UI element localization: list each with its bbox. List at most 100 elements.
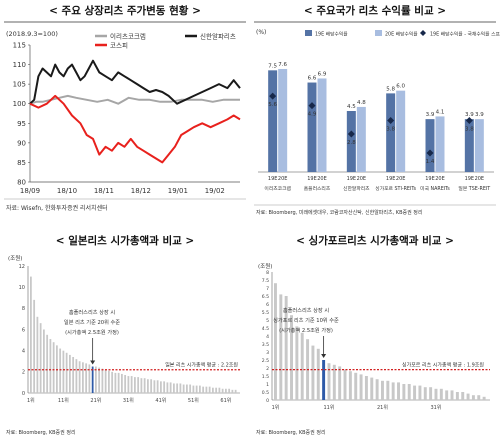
rank-bar [274, 283, 277, 400]
rank-bar [179, 383, 182, 393]
bar-value-label: 4.1 [436, 109, 445, 115]
rank-bar [423, 387, 427, 400]
rank-bar [316, 348, 320, 400]
rank-bar [407, 384, 411, 400]
sub-label: 20E [317, 176, 327, 182]
rank-bar [88, 364, 91, 393]
sub-label: 19E [307, 176, 317, 182]
chart-title: < 주요국가 리츠 수익률 비교 > [304, 4, 446, 17]
singapore-reit-chart: < 싱가포르리츠 시가총액과 비교 > (조원) 0 0.5 1 1.5 2 2.5 3 3.… [256, 234, 490, 436]
x-tick-label: 51위 [188, 397, 199, 404]
bar-value-label: 5.8 [386, 86, 395, 92]
rank-bar [381, 380, 384, 400]
x-tick-label: 19/02 [205, 187, 225, 195]
rank-bar [39, 323, 42, 393]
rank-bar [327, 363, 331, 400]
rank-bar [98, 367, 101, 393]
y-tick-label: 5.5 [262, 310, 269, 316]
x-tick-label: 21위 [90, 397, 101, 404]
y-tick-label: 85 [17, 159, 26, 167]
category-label: 이리츠코크렙 [264, 185, 290, 192]
rank-bar [455, 392, 459, 400]
rank-bar [186, 384, 188, 393]
spread-value-label: 2.8 [347, 140, 356, 146]
y-tick-label: 110 [13, 61, 26, 69]
bar-value-label: 4.8 [357, 100, 366, 106]
y-tick-label: 7 [266, 286, 269, 292]
y-tick-label: 0 [266, 398, 269, 404]
bar-value-label: 3.9 [426, 112, 435, 118]
x-tick-label: 31위 [123, 397, 134, 404]
spread-marker [426, 149, 434, 157]
unit-label: (조원) [258, 262, 272, 270]
rank-bar [332, 364, 336, 400]
chart-title: < 일본리츠 시가총액과 비교 > [56, 234, 194, 247]
rank-bar [225, 388, 227, 393]
rank-bar [391, 382, 395, 400]
rank-bar [208, 386, 211, 393]
sub-label: 20E [396, 176, 406, 182]
y-tick-label: 4.5 [262, 326, 269, 332]
y-tick-label: 0 [22, 391, 25, 397]
legend-label: 19E 배당수익률 [315, 31, 348, 38]
x-tick-label: 19/01 [168, 187, 188, 195]
rank-bar [101, 368, 104, 393]
bar-20e [356, 106, 366, 172]
spread-value-label: 5.6 [268, 102, 277, 108]
rank-bar [121, 373, 123, 393]
rank-bar [284, 296, 288, 400]
x-tick-label: 18/11 [94, 187, 114, 195]
annotation-text: 일본 리츠 기준 20위 수준 [64, 318, 120, 326]
rank-bar [169, 382, 172, 393]
rank-bar [173, 383, 175, 393]
spread-value-label: 1.4 [426, 159, 435, 165]
rank-bar [397, 382, 400, 400]
spread-value-label: 3.8 [386, 126, 395, 132]
x-tick-label: 21위 [377, 404, 388, 411]
rank-bar [114, 372, 117, 393]
y-tick-label: 2.5 [262, 358, 269, 364]
bar-19e [268, 70, 278, 172]
category-label: 싱가포르 STI-REITs [375, 185, 416, 192]
rank-bar [386, 380, 390, 400]
rank-bar [147, 379, 149, 393]
chart-title: < 싱가포르리츠 시가총액과 비교 > [296, 234, 454, 247]
bar-value-label: 7.6 [278, 62, 287, 68]
rank-bar [192, 385, 195, 393]
rank-bar [143, 378, 146, 393]
unit-label: (조원) [8, 254, 22, 262]
rank-bar [434, 388, 438, 400]
x-tick-label: 18/12 [131, 187, 151, 195]
bar-value-label: 6.0 [396, 84, 405, 90]
sub-label: 19E [347, 176, 357, 182]
rank-bar [429, 387, 433, 400]
legend-swatch [305, 30, 312, 36]
rank-bar [153, 380, 156, 393]
rank-bar [218, 387, 221, 393]
bar-20e [278, 68, 288, 172]
rank-bar [156, 380, 159, 393]
legend-label: 신한알파리츠 [200, 32, 236, 41]
rank-bar [127, 376, 130, 393]
chart-bars [274, 283, 486, 400]
spread-marker [347, 130, 355, 138]
legend-label: 이리츠코크렙 [110, 32, 146, 41]
y-tick-label: 0.5 [262, 390, 269, 396]
y-tick-label: 6 [22, 327, 25, 333]
category-label: 미국 NAREITs [420, 185, 450, 192]
x-tick-label: 1위 [27, 397, 35, 404]
legend-swatch [375, 30, 382, 36]
y-tick-label: 8 [22, 306, 25, 312]
annotation-text: (시가총액 2.5조원 가정) [279, 326, 333, 334]
legend-swatch [420, 30, 426, 36]
rank-bar [59, 348, 62, 393]
rank-bar [471, 395, 475, 400]
y-tick-label: 80 [17, 179, 26, 187]
x-tick-label: 11위 [58, 397, 69, 404]
japan-reit-panel: < 일본리츠 시가총액과 비교 > (조원) 0 2 4 6 8 10 12 1위 11위 21위… [0, 220, 250, 439]
bar-20e [317, 78, 327, 172]
spread-marker [387, 116, 395, 124]
unit-label: (%) [256, 29, 266, 36]
y-tick-label: 6 [266, 302, 269, 308]
bar-value-label: 6.9 [318, 71, 327, 77]
